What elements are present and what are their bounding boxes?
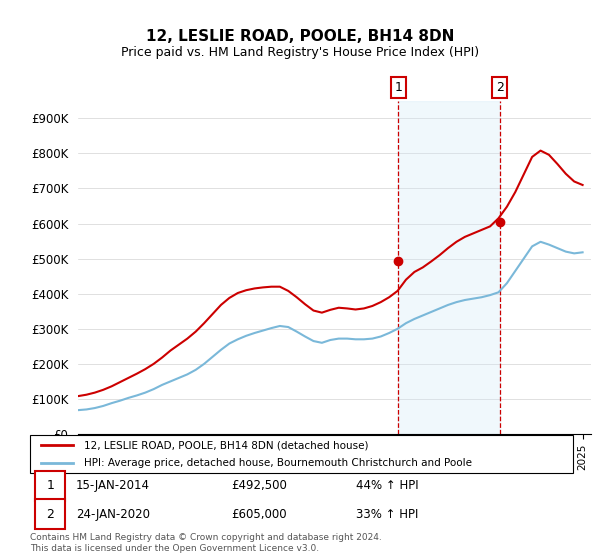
Bar (398, 101, 500, 434)
Text: 2: 2 (496, 81, 503, 94)
Text: 24-JAN-2020: 24-JAN-2020 (76, 508, 150, 521)
Text: Contains HM Land Registry data © Crown copyright and database right 2024.
This d: Contains HM Land Registry data © Crown c… (30, 533, 382, 553)
Text: £605,000: £605,000 (231, 508, 287, 521)
Text: 1: 1 (46, 479, 54, 492)
Text: 44% ↑ HPI: 44% ↑ HPI (356, 479, 418, 492)
FancyBboxPatch shape (35, 471, 65, 501)
Text: Price paid vs. HM Land Registry's House Price Index (HPI): Price paid vs. HM Land Registry's House … (121, 46, 479, 59)
Text: HPI: Average price, detached house, Bournemouth Christchurch and Poole: HPI: Average price, detached house, Bour… (85, 458, 472, 468)
Text: £492,500: £492,500 (231, 479, 287, 492)
Text: 12, LESLIE ROAD, POOLE, BH14 8DN (detached house): 12, LESLIE ROAD, POOLE, BH14 8DN (detach… (85, 440, 369, 450)
FancyBboxPatch shape (30, 435, 573, 473)
Text: 33% ↑ HPI: 33% ↑ HPI (356, 508, 418, 521)
Text: 12, LESLIE ROAD, POOLE, BH14 8DN: 12, LESLIE ROAD, POOLE, BH14 8DN (146, 29, 454, 44)
Text: 15-JAN-2014: 15-JAN-2014 (76, 479, 150, 492)
FancyBboxPatch shape (35, 499, 65, 529)
Text: 1: 1 (394, 81, 402, 94)
Text: 2: 2 (46, 508, 54, 521)
